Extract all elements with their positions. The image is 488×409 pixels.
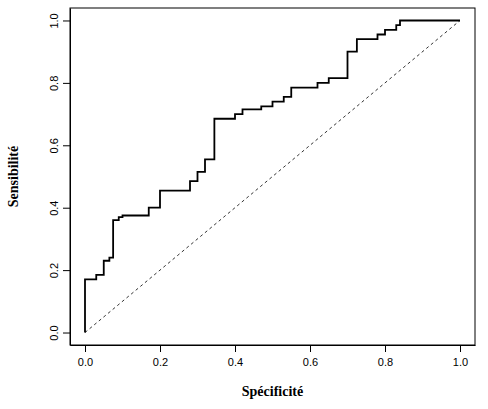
roc-curve [85, 20, 460, 332]
y-tick-mark [63, 208, 70, 209]
reference-line [85, 20, 460, 332]
y-axis: 0.0 0.2 0.4 0.6 0.8 1.0 [48, 9, 71, 346]
x-tick-label: 0.8 [378, 356, 393, 368]
x-tick: 0.8 [378, 345, 393, 368]
x-axis: 0.0 0.2 0.4 0.6 0.8 1.0 [71, 345, 476, 368]
x-tick: 0.6 [303, 345, 318, 368]
x-tick-mark [85, 345, 86, 352]
x-tick: 0.0 [78, 345, 93, 368]
x-tick-label: 0.4 [228, 356, 243, 368]
x-tick-label: 0.0 [78, 356, 93, 368]
plot-frame [70, 8, 475, 345]
y-tick-mark [63, 270, 70, 271]
x-tick-mark [235, 345, 236, 352]
y-tick-label: 1.0 [48, 13, 60, 28]
y-tick-label: 0.8 [48, 76, 60, 91]
x-tick: 0.4 [228, 345, 243, 368]
y-tick: 0.8 [48, 76, 70, 91]
x-tick-label: 0.2 [153, 356, 168, 368]
y-tick-label: 0.6 [48, 138, 60, 153]
x-axis-title: Spécificité [242, 384, 303, 399]
x-tick-label: 0.6 [303, 356, 318, 368]
x-tick-label: 1.0 [453, 356, 468, 368]
y-tick-mark [63, 83, 70, 84]
y-tick: 0.4 [48, 201, 70, 216]
y-tick: 0.2 [48, 263, 70, 278]
x-tick-mark [160, 345, 161, 352]
x-tick-mark [310, 345, 311, 352]
y-tick-label: 0.4 [48, 201, 60, 216]
y-axis-title: Sensibilité [6, 146, 21, 207]
x-tick-mark [460, 345, 461, 352]
y-tick: 0.0 [48, 325, 70, 340]
y-tick-label: 0.0 [48, 325, 60, 340]
y-tick-mark [63, 145, 70, 146]
y-tick: 0.6 [48, 138, 70, 153]
y-tick-mark [63, 20, 70, 21]
y-tick-mark [63, 333, 70, 334]
y-axis-line [70, 9, 71, 346]
y-tick-label: 0.2 [48, 263, 60, 278]
plot-area [85, 20, 460, 332]
chart: 0.0 0.2 0.4 0.6 0.8 1.0 0.0 0.2 0.4 0.6 0.8 1.0 Spéc… [0, 0, 488, 409]
x-tick: 0.2 [153, 345, 168, 368]
x-tick-mark [385, 345, 386, 352]
y-tick: 1.0 [48, 13, 70, 28]
x-tick: 1.0 [453, 345, 468, 368]
x-axis-line [71, 345, 476, 346]
